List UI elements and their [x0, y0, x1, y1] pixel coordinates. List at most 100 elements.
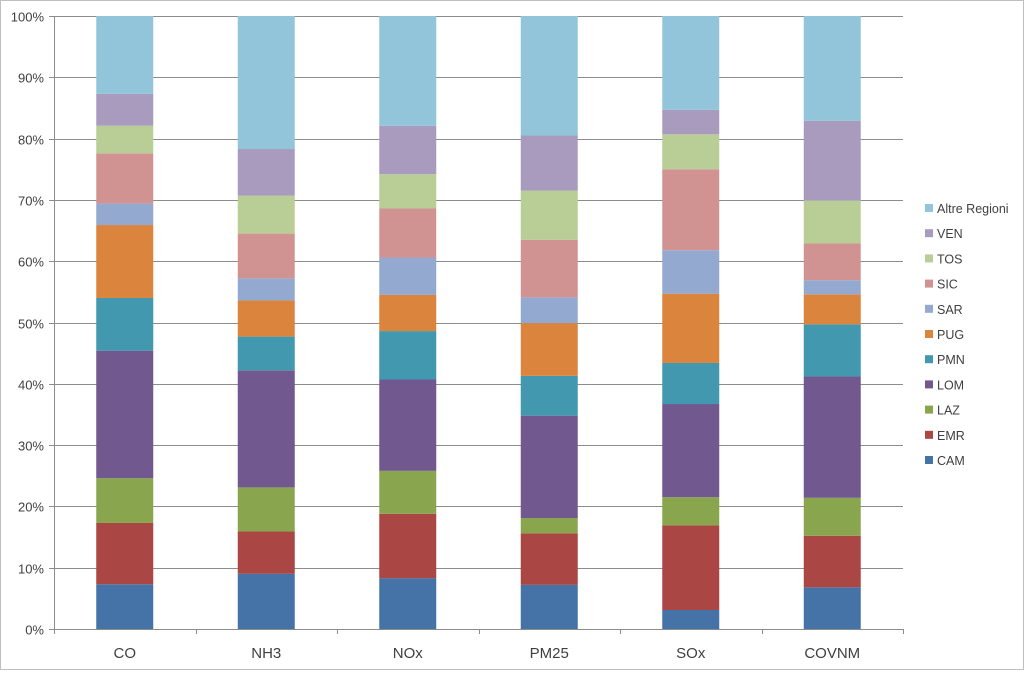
- y-tick-label: 50%: [18, 317, 44, 332]
- bar-segment-pug: [379, 294, 437, 332]
- bar-segment-emr: [237, 531, 295, 574]
- bar-segment-pug: [520, 323, 578, 376]
- x-tick-label: COVNM: [804, 645, 860, 662]
- legend-swatch: [925, 279, 933, 288]
- bar-segment-lom: [96, 350, 154, 479]
- bar-segment-lom: [803, 376, 861, 498]
- bar-segment-emr: [96, 522, 154, 585]
- legend-label: LAZ: [937, 404, 960, 418]
- legend-label: SAR: [937, 303, 963, 317]
- bar-segment-altre-regioni: [237, 16, 295, 150]
- bar-segment-laz: [803, 497, 861, 536]
- bar-segment-laz: [662, 497, 720, 526]
- legend-swatch: [925, 355, 933, 364]
- bar-segment-pmn: [803, 324, 861, 377]
- legend-label: Altre Regioni: [937, 202, 1009, 216]
- y-tick-label: 20%: [18, 500, 44, 515]
- bar-segment-tos: [379, 174, 437, 209]
- legend-label: PMN: [937, 353, 965, 367]
- legend-label: CAM: [937, 454, 965, 468]
- bars: [96, 16, 861, 629]
- bar-segment-cam: [520, 584, 578, 629]
- bar-segment-tos: [662, 134, 720, 170]
- bar-segment-sic: [803, 243, 861, 281]
- bar-segment-tos: [96, 125, 154, 154]
- bar-segment-cam: [379, 578, 437, 629]
- bar-segment-tos: [520, 190, 578, 240]
- bar-segment-ven: [96, 93, 154, 126]
- x-tick-label: NOx: [393, 645, 424, 662]
- bar-segment-tos: [803, 200, 861, 244]
- bar-segment-lom: [379, 379, 437, 471]
- y-tick-label: 100%: [11, 10, 45, 25]
- bar-segment-sar: [662, 250, 720, 294]
- bar-segment-sar: [379, 257, 437, 295]
- y-tick-label: 70%: [18, 194, 44, 209]
- bar-segment-emr: [662, 525, 720, 610]
- bar-segment-pug: [803, 294, 861, 325]
- bar-segment-cam: [237, 573, 295, 629]
- x-tick-label: SOx: [676, 645, 706, 662]
- legend-label: LOM: [937, 378, 964, 392]
- legend-label: TOS: [937, 252, 962, 266]
- axes: 0% 10% 20% 30% 40% 50% 60% 70% 80% 90% 100% CO NH3 NO…: [11, 10, 904, 662]
- bar-segment-cam: [803, 587, 861, 629]
- bar-segment-laz: [520, 518, 578, 534]
- bar-segment-sar: [520, 297, 578, 324]
- bar-segment-pug: [96, 225, 154, 298]
- legend-swatch: [925, 380, 933, 389]
- legend-label: EMR: [937, 429, 965, 443]
- bar-segment-emr: [379, 513, 437, 579]
- bar-segment-emr: [803, 535, 861, 588]
- bar-segment-pmn: [520, 375, 578, 416]
- bar-segment-cam: [96, 584, 154, 629]
- legend-swatch: [925, 204, 933, 212]
- gridlines: [54, 16, 903, 569]
- bar-segment-ven: [379, 125, 437, 175]
- x-tick-label: CO: [114, 645, 137, 662]
- legend-swatch: [925, 430, 933, 439]
- y-tick-label: 40%: [18, 378, 44, 393]
- bar-segment-pmn: [96, 297, 154, 351]
- x-tick-label: PM25: [530, 645, 569, 662]
- bar-segment-ven: [237, 149, 295, 196]
- bar-segment-laz: [96, 478, 154, 523]
- bar-segment-emr: [520, 533, 578, 585]
- bar-segment-laz: [237, 487, 295, 532]
- bar-segment-sic: [96, 153, 154, 204]
- bar-segment-sar: [803, 280, 861, 295]
- legend-swatch: [925, 304, 933, 313]
- legend-swatch: [925, 405, 933, 414]
- y-tick-label: 0%: [25, 623, 44, 638]
- bar-segment-ven: [520, 135, 578, 191]
- bar-segment-ven: [662, 109, 720, 135]
- y-tick-label: 30%: [18, 439, 44, 454]
- y-tick-label: 60%: [18, 255, 44, 270]
- legend-swatch: [925, 456, 933, 464]
- bar-segment-pug: [662, 293, 720, 363]
- bar-segment-ven: [803, 120, 861, 201]
- bar-segment-lom: [520, 415, 578, 519]
- bar-segment-sar: [96, 203, 154, 226]
- bar-segment-altre-regioni: [803, 16, 861, 121]
- legend: Altre Regioni VEN TOS SIC SAR PUG PMN LOM LAZ EMR…: [925, 202, 1009, 468]
- legend-label: SIC: [937, 278, 958, 292]
- legend-swatch: [925, 229, 933, 238]
- bar-segment-altre-regioni: [662, 16, 720, 110]
- bar-segment-pmn: [379, 331, 437, 380]
- bar-segment-lom: [662, 404, 720, 498]
- legend-label: VEN: [937, 227, 963, 241]
- bar-segment-cam: [662, 609, 720, 629]
- y-tick-label: 80%: [18, 133, 44, 148]
- legend-label: PUG: [937, 328, 964, 342]
- bar-segment-sic: [662, 169, 720, 251]
- bar-segment-laz: [379, 470, 437, 514]
- bar-segment-sic: [237, 233, 295, 279]
- bar-segment-sic: [379, 208, 437, 258]
- bar-segment-sar: [237, 278, 295, 301]
- legend-swatch: [925, 254, 933, 263]
- bar-segment-altre-regioni: [520, 16, 578, 136]
- bar-segment-lom: [237, 370, 295, 488]
